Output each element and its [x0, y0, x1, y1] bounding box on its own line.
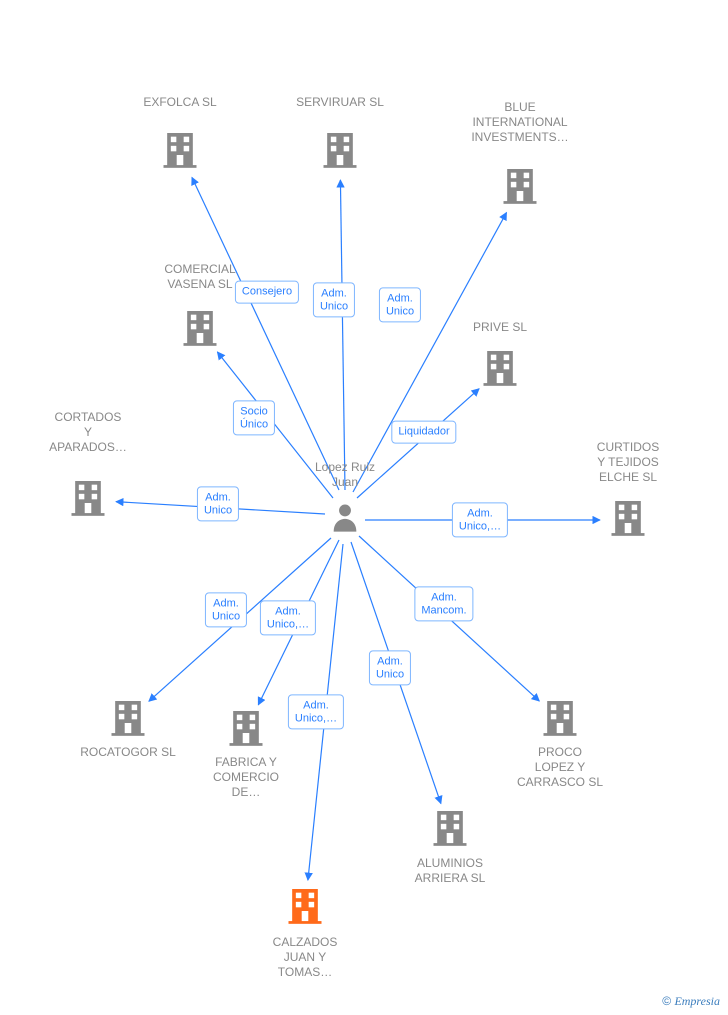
- building-icon-aluminios[interactable]: [428, 806, 472, 855]
- copyright-symbol: ©: [662, 994, 671, 1008]
- building-icon-prive[interactable]: [478, 346, 522, 395]
- edge-rocatogor: [149, 538, 331, 701]
- building-icon-curtidos[interactable]: [606, 496, 650, 545]
- edge-prive: [357, 389, 479, 498]
- building-icon-blue[interactable]: [498, 164, 542, 213]
- edge-serviruar: [340, 180, 345, 490]
- edge-proco: [359, 536, 539, 701]
- copyright-text: Empresia: [674, 994, 720, 1008]
- building-icon-rocatogor[interactable]: [106, 696, 150, 745]
- building-icon-fabrica[interactable]: [224, 706, 268, 755]
- building-icon-proco[interactable]: [538, 696, 582, 745]
- copyright: © Empresia: [662, 994, 720, 1009]
- edge-cortados: [116, 502, 325, 514]
- building-icon-cortados[interactable]: [66, 476, 110, 525]
- building-icon-vasena[interactable]: [178, 306, 222, 355]
- edge-fabrica: [258, 540, 339, 705]
- edge-aluminios: [351, 542, 441, 804]
- building-icon-exfolca[interactable]: [158, 128, 202, 177]
- edge-calzados: [308, 544, 343, 880]
- edge-vasena: [217, 352, 333, 498]
- building-icon-calzados[interactable]: [283, 884, 327, 933]
- building-icon-serviruar[interactable]: [318, 128, 362, 177]
- person-icon[interactable]: [328, 501, 362, 540]
